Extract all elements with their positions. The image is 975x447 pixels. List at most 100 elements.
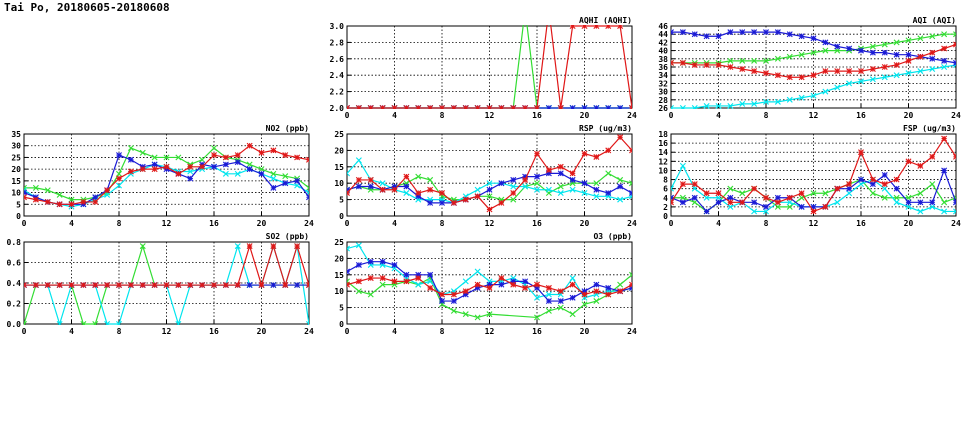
so2-series-day4-point <box>211 282 217 289</box>
fsp-ytick-label: 16 <box>658 139 668 148</box>
rsp-series-day1-point <box>617 176 624 183</box>
o3-series-day4-point <box>367 275 374 282</box>
aqi-series-day1-point <box>881 41 888 48</box>
fsp-series-day1-point <box>786 203 793 210</box>
rsp-series-day1-point <box>415 173 422 180</box>
fsp-ytick-label: 4 <box>663 194 668 203</box>
aqi-series-day4-point <box>846 68 853 75</box>
rsp-series-day4-point <box>534 150 540 157</box>
aqhi-series-day4-point <box>355 105 362 109</box>
o3-series-day4-point <box>450 291 457 298</box>
rsp-series-day2-point <box>347 170 350 177</box>
aqi-series-day3-point <box>751 29 758 36</box>
rsp-plot-area <box>347 134 632 213</box>
so2-series-day4-line <box>24 244 309 288</box>
aqhi-series-day4-point <box>474 105 481 109</box>
o3-ytick-label: 25 <box>334 238 344 247</box>
o3-series-day4-point <box>474 281 481 288</box>
no2-series-day2-point <box>222 170 229 177</box>
fsp-series-day2-point <box>715 194 722 201</box>
fsp-series-day4-point <box>846 181 853 188</box>
rsp-series-day2-point <box>379 180 386 187</box>
aqi-series-day2-point <box>703 102 710 109</box>
aqi-ytick-label: 36 <box>658 63 668 72</box>
aqi-series-day1-point <box>763 57 769 64</box>
rsp-series-day4-point <box>450 199 457 206</box>
rsp-series-day1-point <box>510 196 517 203</box>
aqhi-series-day4-point <box>450 105 457 109</box>
so2-series-day4-point <box>258 282 265 289</box>
aqi-series-day2-point <box>941 64 948 70</box>
no2-series-day2-point <box>104 191 111 198</box>
o3-series-day3-point <box>605 284 612 291</box>
aqhi-series-day4-point <box>486 105 493 109</box>
so2-series-day4-point <box>80 282 87 289</box>
fsp-series-day2-point <box>786 199 793 206</box>
fsp-frame <box>670 133 957 217</box>
fsp-series-day3-point <box>881 172 888 178</box>
so2-ytick-label: 0.8 <box>7 238 22 247</box>
rsp-series-day2-point <box>510 183 517 190</box>
aqi-series-day1-point <box>893 39 900 46</box>
no2-ytick-label: 25 <box>11 153 21 162</box>
so2-series-day4-point <box>151 282 158 289</box>
aqi-series-day3-point <box>739 29 746 36</box>
o3-xtick-label: 4 <box>392 327 397 336</box>
o3-series-day2-point <box>355 242 362 249</box>
rsp-series-day4-point <box>355 176 362 183</box>
rsp-ytick-label: 0 <box>339 212 344 221</box>
rsp-chart: 0 4 8 12 16 20 24 0 5 10 15 20 25 RSP (ug/m3) <box>334 124 637 228</box>
o3-series-day1-point <box>367 291 374 298</box>
no2-series-day3-point <box>258 170 265 177</box>
aqi-series-day4-point <box>679 59 686 66</box>
no2-ytick-label: 5 <box>16 200 21 209</box>
fsp-series-day4-point <box>822 203 829 210</box>
aqi-series-day1-point <box>751 57 758 64</box>
rsp-series-day4-point <box>593 153 600 160</box>
o3-series-day4-point <box>427 284 434 291</box>
aqhi-series-day4-point <box>605 25 612 29</box>
no2-ytick-label: 15 <box>11 177 21 186</box>
no2-series-day4-point <box>116 175 122 182</box>
aqhi-series-day4-point <box>439 105 445 109</box>
fsp-series-day2-point <box>751 208 758 215</box>
so2-series-day1-point <box>92 321 99 325</box>
so2-series-day4-point <box>104 282 111 289</box>
fsp-ytick-label: 14 <box>658 148 668 157</box>
o3-series-day1-point <box>486 311 493 318</box>
o3-series-day2-point <box>347 245 350 252</box>
o3-series-day1-point <box>581 301 588 308</box>
no2-xtick-label: 0 <box>22 219 27 228</box>
aqi-series-day3-point <box>846 45 853 52</box>
no2-series-day2-point <box>270 175 277 182</box>
rsp-series-day3-point <box>367 183 374 190</box>
rsp-series-day1-point <box>593 180 600 187</box>
no2-series-day4-point <box>282 152 289 159</box>
aqi-series-day4-point <box>798 74 805 81</box>
so2-series-day4-point <box>306 282 309 289</box>
aqi-series-day2-point <box>763 98 769 105</box>
aqi-series-day2-point <box>881 74 888 81</box>
rsp-series-day4-point <box>347 190 350 197</box>
no2-series-day4-line <box>24 144 309 205</box>
aqi-title: AQI (AQI) <box>913 16 956 25</box>
so2-series-day4-point <box>44 282 51 289</box>
no2-series-day4-point <box>175 170 182 177</box>
aqhi-series-day4-point <box>534 105 540 109</box>
no2-series-day4-point <box>306 156 309 163</box>
no2-series-day3-point <box>306 194 309 201</box>
so2-series-day4-point <box>234 282 241 289</box>
o3-chart: 0 4 8 12 16 20 24 0 5 10 15 20 25 O3 (ppb) <box>334 232 637 336</box>
aqi-series-day3-point <box>869 49 876 56</box>
fsp-series-day2-point <box>953 208 956 215</box>
rsp-series-day4-point <box>486 206 493 213</box>
rsp-series-day4-point <box>379 186 386 193</box>
so2-series-day2-point <box>104 321 111 325</box>
fsp-series-day3-point <box>846 185 853 192</box>
o3-series-day4-point <box>534 281 540 288</box>
rsp-series-day3-point <box>593 186 600 193</box>
aqi-series-day1-point <box>786 53 793 60</box>
rsp-frame <box>346 133 633 217</box>
aqi-series-day2-point <box>869 76 876 83</box>
aqhi-series-day3-point <box>581 105 588 109</box>
